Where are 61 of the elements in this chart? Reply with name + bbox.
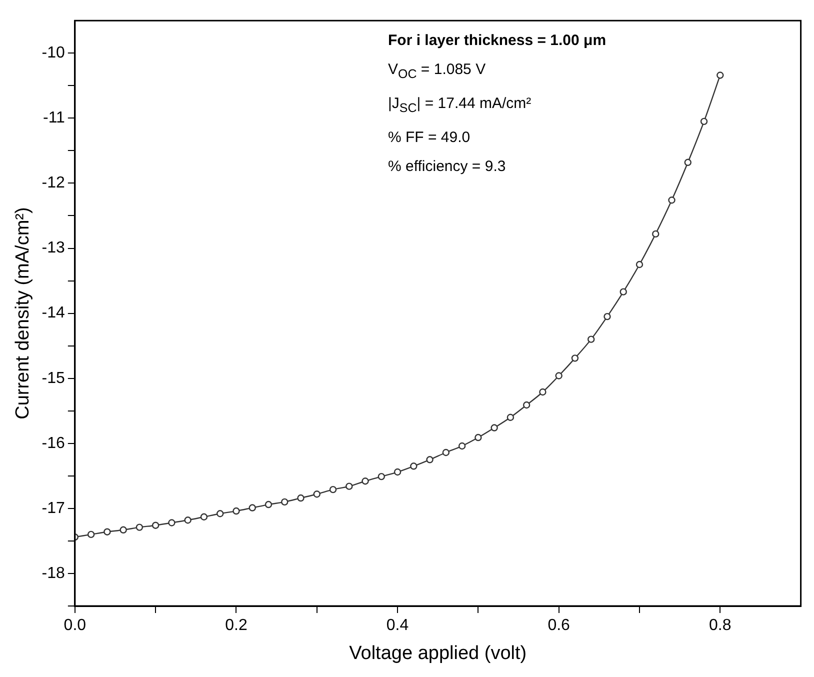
point	[248, 504, 256, 512]
point	[571, 354, 579, 362]
point	[152, 522, 160, 529]
annotation: For i layer thickness = 1.00 μm	[388, 31, 606, 51]
point	[104, 528, 111, 536]
y-tick-label: -16	[42, 434, 66, 452]
y-tick-label: -18	[42, 564, 66, 582]
point	[539, 388, 546, 396]
y-axis-title: Current density (mA/cm²)	[12, 207, 34, 420]
point	[668, 196, 676, 204]
point	[716, 72, 724, 79]
annotation: V$_{OC}$ = 1.085 V	[388, 60, 487, 83]
point	[87, 530, 95, 538]
point	[410, 462, 418, 470]
point	[200, 513, 208, 520]
y-tick-label: -12	[42, 174, 66, 192]
point	[168, 519, 176, 526]
y-tick-label: -14	[42, 304, 66, 322]
point	[652, 230, 660, 238]
point	[313, 490, 320, 498]
point	[490, 424, 498, 432]
point	[588, 336, 595, 343]
annotation: % efficiency = 9.3	[388, 157, 507, 177]
annotation: |J$_{SC}$| = 17.44 mA/cm²	[388, 94, 532, 117]
y-tick-label: -11	[42, 110, 66, 127]
point	[232, 507, 240, 515]
point	[604, 312, 611, 320]
point	[346, 482, 353, 490]
point	[700, 118, 708, 126]
point	[362, 478, 369, 485]
point	[216, 510, 224, 518]
point	[636, 260, 644, 268]
point	[394, 468, 402, 476]
point	[474, 434, 482, 442]
point	[281, 498, 288, 506]
x-tick-label: 0.4	[386, 617, 409, 634]
point	[442, 448, 450, 456]
y-tick-label: -17	[42, 500, 66, 517]
x-axis-title: Voltage applied (volt)	[349, 642, 527, 664]
y-tick-label: -10	[42, 44, 66, 62]
point	[684, 158, 692, 166]
annotation: % FF = 49.0	[388, 128, 472, 148]
x-tick-label: 0.6	[548, 617, 570, 634]
point	[378, 472, 386, 480]
point	[458, 442, 466, 450]
point	[136, 524, 144, 531]
point	[120, 526, 127, 534]
point	[329, 486, 337, 494]
point	[184, 516, 192, 524]
y-tick-label: -15	[42, 370, 66, 387]
x-tick-label: 0.8	[709, 617, 732, 634]
point	[264, 500, 272, 508]
point	[426, 456, 434, 464]
point	[522, 401, 530, 409]
point	[620, 288, 627, 296]
point	[506, 414, 514, 421]
point	[555, 372, 562, 380]
point	[297, 494, 304, 502]
x-tick-label: 0.0	[64, 617, 86, 634]
x-tick-label: 0.2	[225, 617, 248, 634]
y-tick-label: -13	[42, 240, 66, 257]
